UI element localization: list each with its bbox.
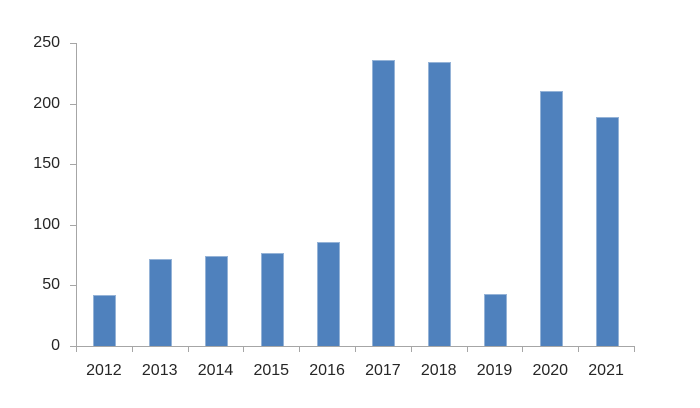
x-tick-mark — [76, 347, 77, 352]
bar-2020 — [539, 91, 563, 346]
bar-2015 — [260, 253, 284, 346]
x-tick-mark — [578, 347, 579, 352]
y-tick-label: 200 — [33, 95, 60, 112]
x-tick-mark — [299, 347, 300, 352]
bar-2021 — [595, 117, 619, 346]
x-tick-mark — [467, 347, 468, 352]
bar-2019 — [484, 294, 507, 346]
y-tick-mark — [70, 225, 76, 226]
plot-area — [76, 43, 635, 347]
x-tick-label-2014: 2014 — [197, 362, 234, 379]
x-tick-mark — [411, 347, 412, 352]
x-tick-mark — [243, 347, 244, 352]
x-tick-label-2013: 2013 — [141, 362, 178, 379]
x-tick-label-2016: 2016 — [309, 362, 345, 379]
y-tick-label: 50 — [42, 276, 60, 293]
x-tick-mark — [188, 347, 189, 352]
x-tick-label-2021: 2021 — [588, 362, 624, 379]
y-tick-label: 250 — [33, 34, 60, 51]
y-tick-label: 150 — [33, 155, 60, 172]
bar-2012 — [93, 295, 117, 346]
y-tick-label: 0 — [51, 337, 60, 354]
x-tick-label-2017: 2017 — [365, 362, 401, 379]
x-tick-label-2019: 2019 — [476, 362, 513, 379]
x-tick-label-2018: 2018 — [420, 362, 457, 379]
x-tick-mark — [522, 347, 523, 352]
x-tick-label-2012: 2012 — [86, 362, 122, 379]
x-tick-mark — [132, 347, 133, 352]
y-tick-label: 100 — [33, 216, 60, 233]
bar-2014 — [205, 256, 228, 346]
x-tick-mark — [634, 347, 635, 352]
x-tick-mark — [355, 347, 356, 352]
y-tick-mark — [70, 285, 76, 286]
bar-2013 — [149, 259, 173, 346]
bar-2018 — [428, 62, 452, 346]
x-tick-label-2020: 2020 — [532, 362, 569, 379]
y-tick-mark — [70, 346, 76, 347]
y-tick-mark — [70, 43, 76, 44]
y-tick-mark — [70, 164, 76, 165]
bar-2016 — [316, 242, 340, 346]
y-tick-mark — [70, 104, 76, 105]
bar-2017 — [372, 60, 396, 346]
x-tick-label-2015: 2015 — [253, 362, 290, 379]
